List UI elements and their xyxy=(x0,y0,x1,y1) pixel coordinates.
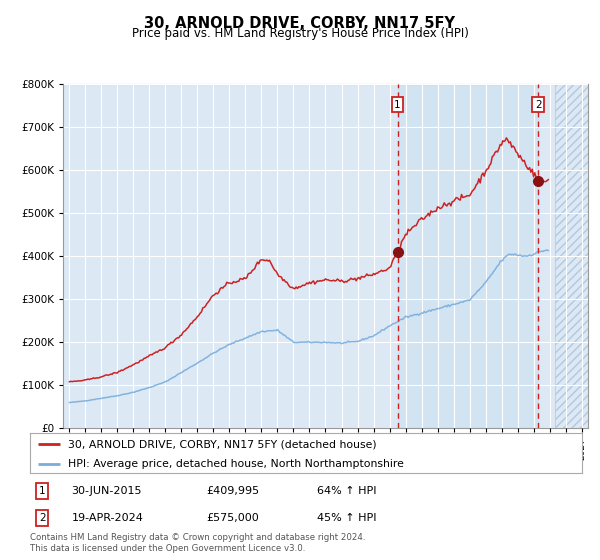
Text: Price paid vs. HM Land Registry's House Price Index (HPI): Price paid vs. HM Land Registry's House … xyxy=(131,27,469,40)
Text: £409,995: £409,995 xyxy=(206,486,260,496)
Text: 45% ↑ HPI: 45% ↑ HPI xyxy=(317,514,377,524)
Text: 30, ARNOLD DRIVE, CORBY, NN17 5FY: 30, ARNOLD DRIVE, CORBY, NN17 5FY xyxy=(145,16,455,31)
Text: 2: 2 xyxy=(39,514,46,524)
Bar xyxy=(398,84,538,428)
Bar xyxy=(555,84,588,428)
Text: Contains HM Land Registry data © Crown copyright and database right 2024.
This d: Contains HM Land Registry data © Crown c… xyxy=(30,533,365,553)
Text: 1: 1 xyxy=(39,486,46,496)
Text: £575,000: £575,000 xyxy=(206,514,259,524)
Text: HPI: Average price, detached house, North Northamptonshire: HPI: Average price, detached house, Nort… xyxy=(68,459,403,469)
Text: 30, ARNOLD DRIVE, CORBY, NN17 5FY (detached house): 30, ARNOLD DRIVE, CORBY, NN17 5FY (detac… xyxy=(68,439,376,449)
Text: 2: 2 xyxy=(535,100,542,110)
Text: 30-JUN-2015: 30-JUN-2015 xyxy=(71,486,142,496)
Text: 1: 1 xyxy=(394,100,401,110)
Text: 19-APR-2024: 19-APR-2024 xyxy=(71,514,143,524)
Text: 64% ↑ HPI: 64% ↑ HPI xyxy=(317,486,377,496)
